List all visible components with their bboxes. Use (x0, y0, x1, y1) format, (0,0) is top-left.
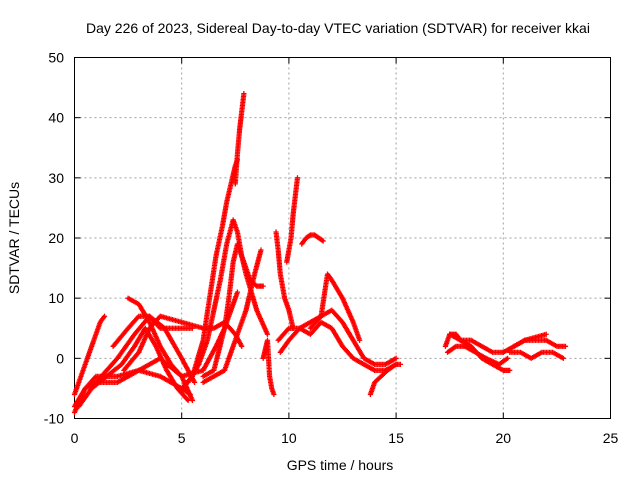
chart-title: Day 226 of 2023, Sidereal Day-to-day VTE… (86, 20, 590, 36)
x-tick-label: 10 (281, 430, 297, 446)
series-arc-r (275, 319, 399, 373)
series-arc-p (284, 175, 301, 265)
data-point (393, 355, 399, 361)
data-point (234, 289, 241, 295)
data-point (507, 367, 513, 373)
y-axis-label: SDTVAR / TECUs (6, 182, 22, 294)
data-point (320, 238, 326, 244)
series-arc-m (200, 247, 264, 385)
y-tick-label: -10 (44, 411, 64, 427)
data-point (560, 355, 566, 361)
axis-ticks: 0 5 10 15 20 25 -10 0 10 20 30 40 50 (44, 50, 619, 447)
data-point (562, 343, 569, 349)
data-point (241, 91, 247, 97)
series-arc-w (447, 331, 506, 355)
series-arc-x (444, 343, 511, 367)
data-point (357, 337, 363, 343)
y-tick-label: 30 (48, 170, 64, 186)
series-arc-c (71, 355, 196, 410)
series-arc-a (71, 313, 108, 398)
y-tick-label: 50 (48, 50, 64, 66)
data-point (264, 331, 271, 337)
x-axis-label: GPS time / hours (287, 457, 394, 473)
grid (74, 57, 611, 419)
series-arc-j (232, 91, 247, 187)
data-points (71, 91, 569, 416)
series-arc-s (299, 232, 326, 247)
data-point (543, 331, 549, 337)
data-point (504, 355, 511, 361)
data-point (397, 361, 403, 367)
y-tick-label: 10 (48, 290, 64, 306)
x-tick-label: 0 (71, 430, 79, 446)
x-tick-label: 20 (496, 430, 512, 446)
data-point (101, 313, 108, 319)
x-tick-label: 15 (388, 430, 404, 446)
x-tick-label: 5 (178, 430, 186, 446)
data-point (239, 343, 245, 349)
series-arc-o (273, 229, 296, 331)
series-arc-y (507, 349, 566, 361)
data-point (185, 397, 191, 404)
x-tick-label: 25 (603, 430, 619, 446)
y-tick-label: 40 (48, 110, 64, 126)
series-arc-u (367, 361, 403, 398)
data-point (294, 175, 301, 181)
data-point (271, 391, 277, 398)
series-arc-aa (500, 331, 549, 355)
series-arc-i (179, 157, 241, 392)
series-arc-f (110, 313, 198, 385)
series-arc-n (260, 337, 277, 398)
series-arc-d (76, 325, 191, 410)
y-tick-label: 20 (48, 230, 64, 246)
data-point (319, 237, 325, 243)
series-arc-t (307, 271, 363, 343)
data-point (306, 233, 312, 239)
y-tick-label: 0 (56, 350, 64, 366)
data-point (191, 379, 198, 385)
data-point (260, 283, 266, 289)
data-point (258, 247, 264, 253)
